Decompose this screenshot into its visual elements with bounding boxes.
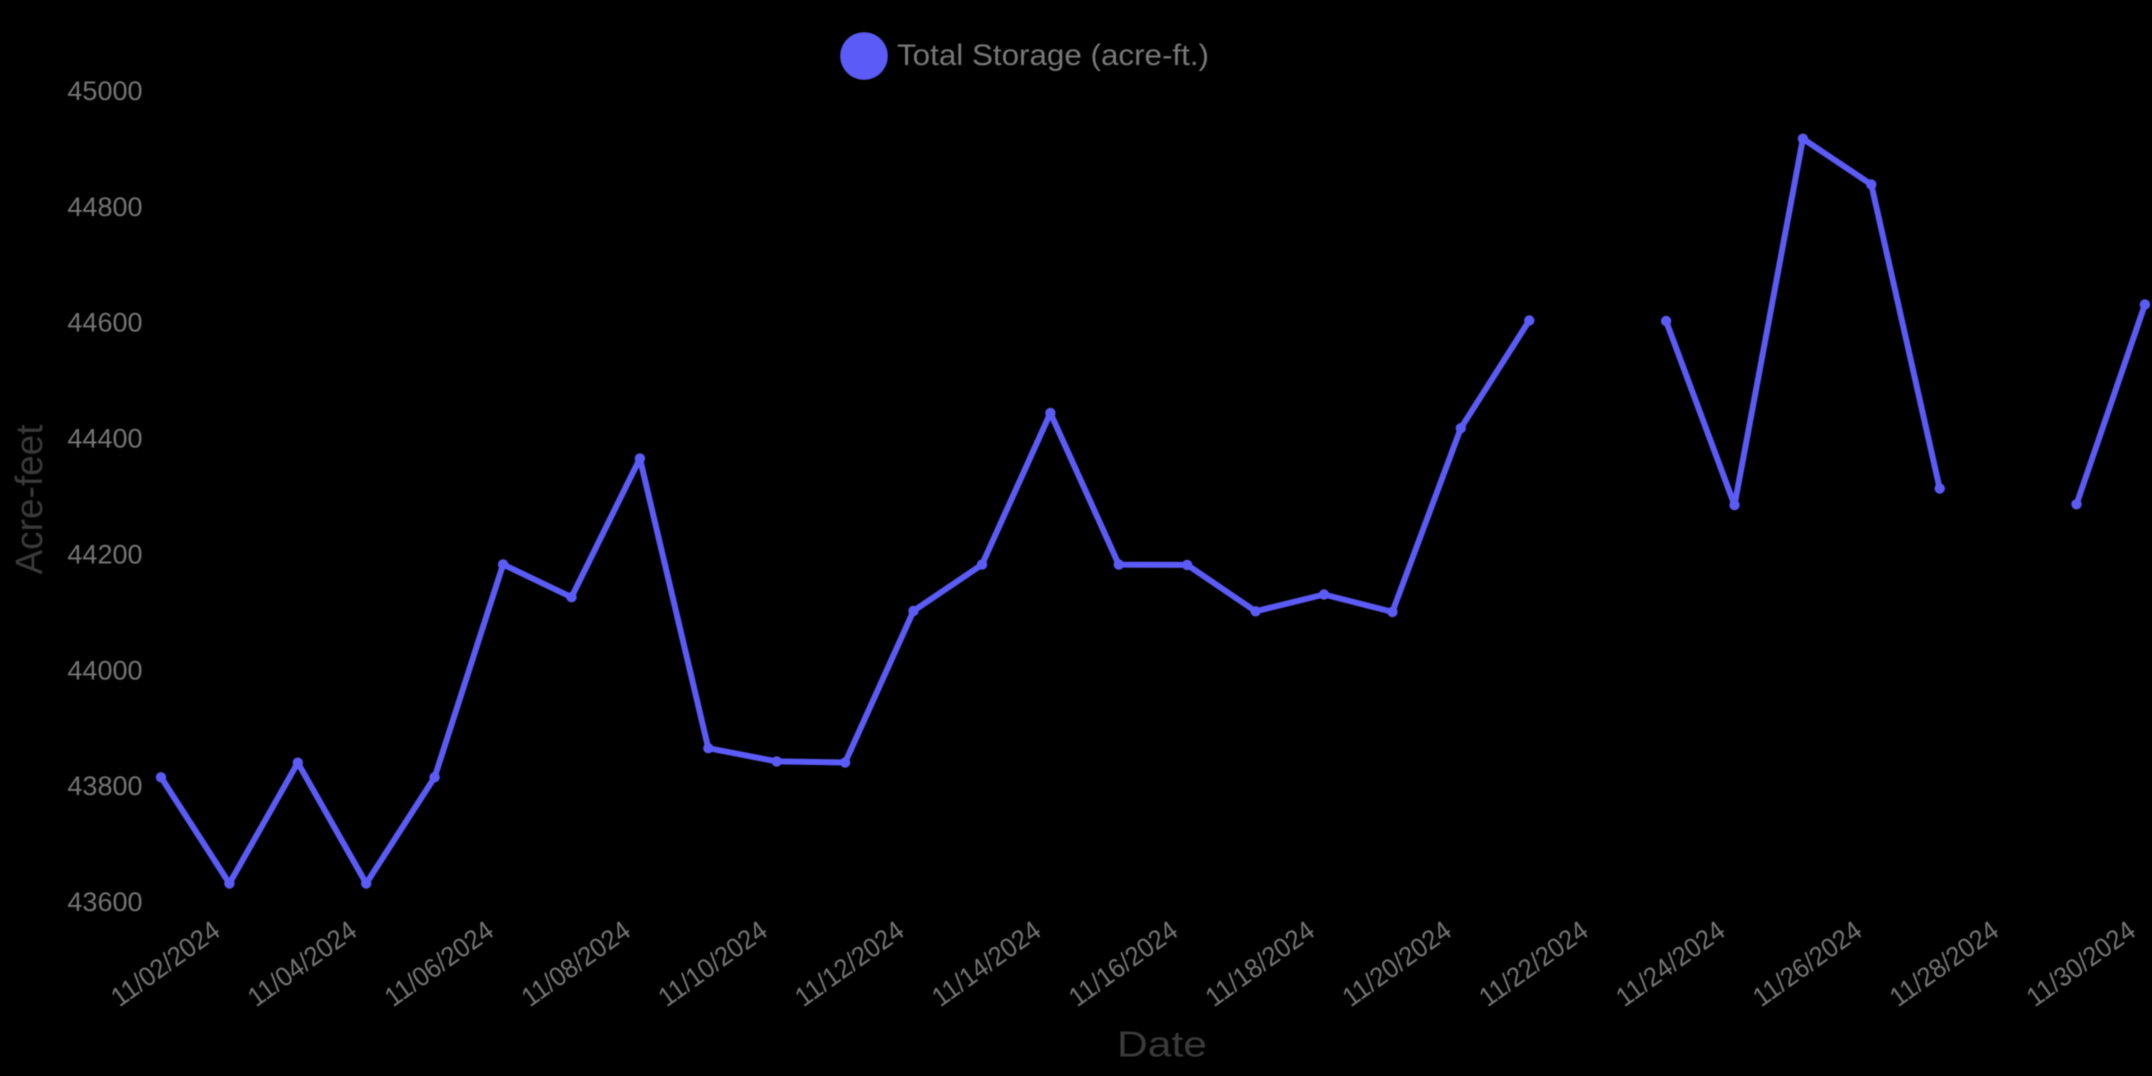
svg-text:44800: 44800 xyxy=(67,192,142,222)
svg-text:43800: 43800 xyxy=(67,771,142,801)
svg-text:Acre-feet: Acre-feet xyxy=(9,424,51,574)
svg-text:44600: 44600 xyxy=(67,308,142,338)
svg-text:45000: 45000 xyxy=(67,76,142,106)
svg-text:43600: 43600 xyxy=(67,887,142,917)
svg-text:Date: Date xyxy=(1117,1024,1207,1065)
svg-text:Total Storage (acre-ft.): Total Storage (acre-ft.) xyxy=(897,39,1209,72)
svg-text:44200: 44200 xyxy=(67,539,142,569)
svg-text:44000: 44000 xyxy=(67,655,142,685)
svg-text:44400: 44400 xyxy=(67,424,142,454)
